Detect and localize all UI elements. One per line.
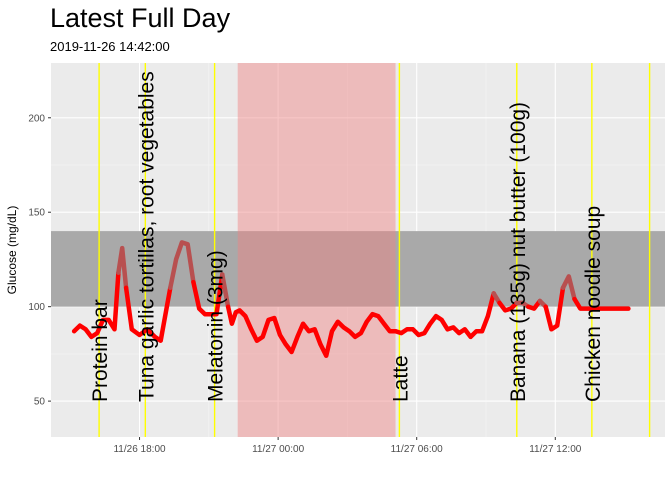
- y-tick-label: 50: [34, 397, 46, 408]
- x-tick-label: 11/27 12:00: [529, 444, 582, 455]
- glucose-series: [71, 240, 631, 359]
- chart-subtitle: 2019-11-26 14:42:00: [50, 39, 170, 54]
- glucose-line-segment: [572, 296, 631, 311]
- y-tick-label: 150: [28, 208, 45, 219]
- y-tick-label: 200: [28, 113, 45, 124]
- glucose-line-segment: [191, 272, 225, 317]
- glucose-line-segment: [514, 300, 531, 309]
- y-axis-title: Glucose (mg/dL): [5, 206, 19, 295]
- sleep-band: [237, 63, 396, 437]
- event-lines: [98, 63, 651, 437]
- x-tick-label: 11/26 18:00: [113, 444, 166, 455]
- glucose-line-segment: [116, 245, 129, 291]
- glucose-line-segment: [220, 272, 231, 309]
- chart-title: Latest Full Day: [50, 3, 231, 33]
- event-label: Latte: [389, 355, 412, 402]
- glucose-line-segment: [560, 274, 577, 302]
- x-tick-label: 11/27 06:00: [391, 444, 444, 455]
- y-tick-label: 100: [28, 302, 45, 313]
- x-tick-label: 11/27 00:00: [252, 444, 305, 455]
- glucose-line-segment: [71, 270, 121, 340]
- event-label: Banana (135g) nut butter (100g): [507, 102, 530, 402]
- glucose-line-segment: [543, 285, 566, 332]
- glucose-line-segment: [225, 291, 496, 359]
- event-label: Chicken noodle soup: [582, 206, 605, 402]
- event-label: Tuna garlic tortillas, root vegetables: [135, 71, 158, 402]
- y-axis: 50 100 150 200: [28, 113, 51, 408]
- x-axis: 11/26 18:00 11/27 00:00 11/27 06:00 11/27 1…: [113, 437, 582, 455]
- glucose-line-segment: [497, 300, 520, 313]
- event-labels: Protein bar Tuna garlic tortillas, root v…: [89, 71, 605, 402]
- glucose-line-segment: [123, 285, 173, 343]
- glucose-line-segment: [526, 298, 543, 311]
- event-label: Protein bar: [89, 299, 112, 402]
- glucose-line-segment: [168, 240, 196, 291]
- event-label: Melatonin (3mg): [205, 250, 228, 402]
